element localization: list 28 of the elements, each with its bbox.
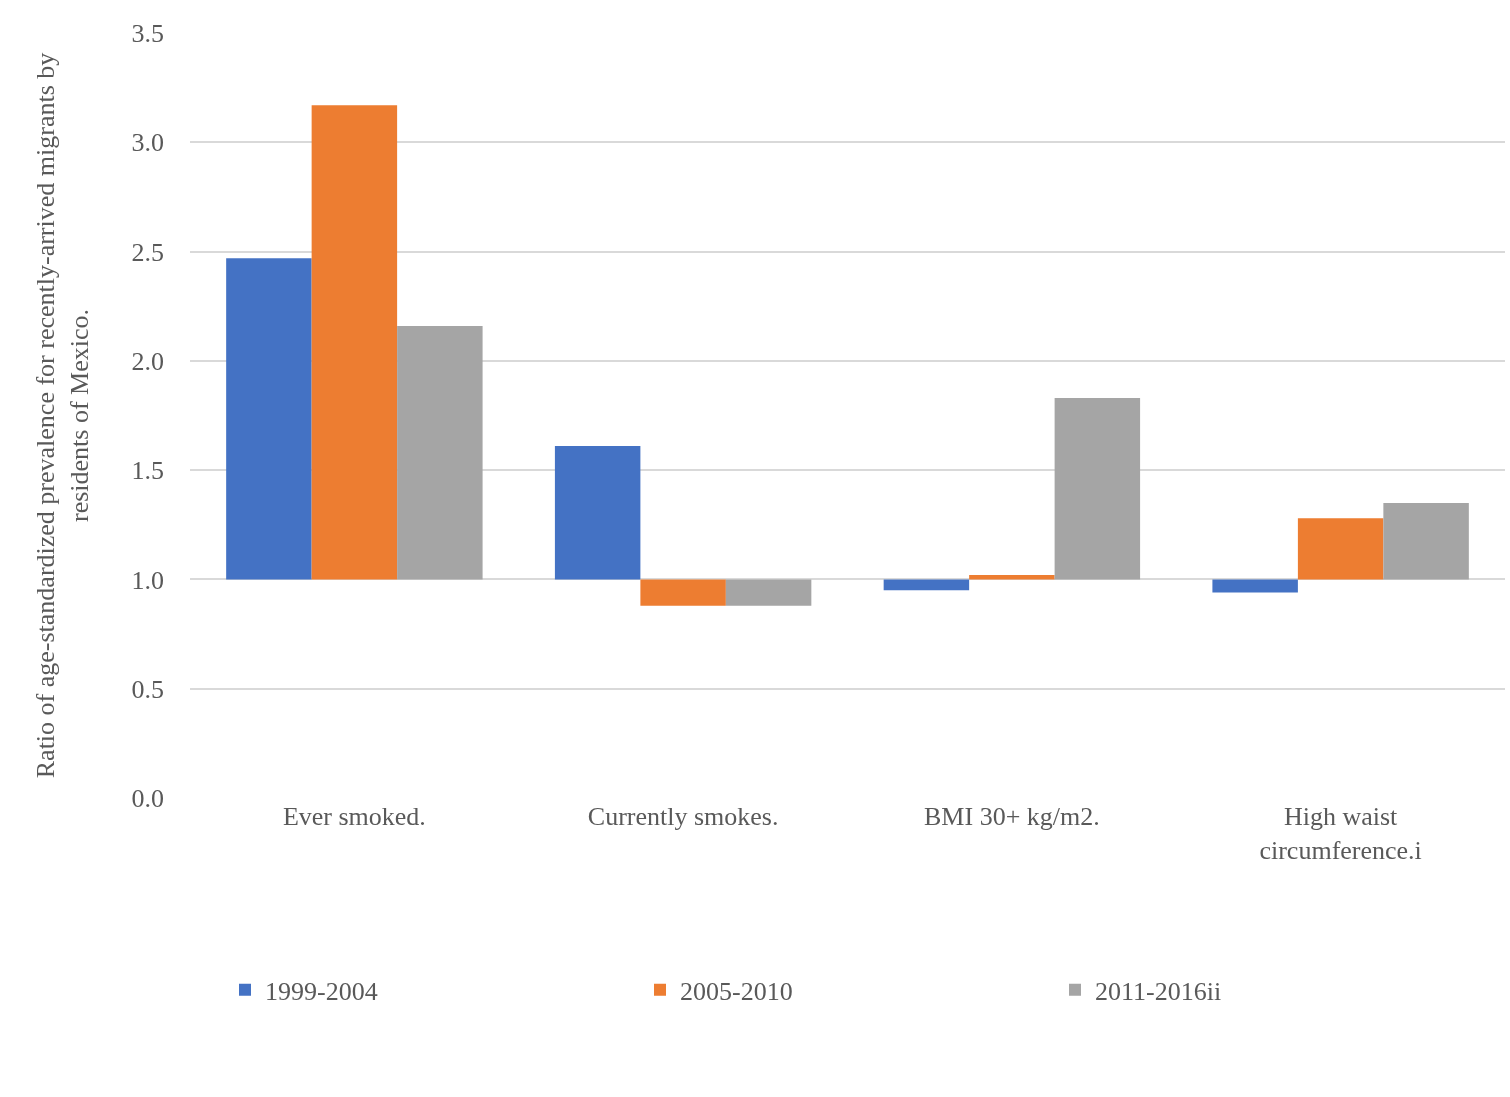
bar: [640, 579, 726, 606]
bar: [969, 575, 1055, 580]
bar: [311, 105, 398, 580]
y-tick-label: 0.0: [131, 784, 164, 814]
bar: [883, 579, 970, 591]
y-tick-label: 3.5: [131, 19, 164, 49]
x-tick-label: Ever smoked.: [282, 802, 426, 831]
bar: [1212, 579, 1298, 593]
bar: [554, 446, 641, 580]
y-tick-label: 1.0: [131, 565, 164, 595]
x-tick-label: BMI 30+ kg/m2.: [924, 802, 1100, 831]
legend-label: 1999-2004: [265, 976, 378, 1006]
y-tick-label: 3.0: [131, 128, 164, 158]
legend-label: 2011-2016ii: [1095, 976, 1222, 1006]
bar: [1054, 398, 1141, 580]
bar: [725, 579, 812, 606]
bar: [1297, 518, 1384, 580]
legend-label: 2005-2010: [680, 976, 793, 1006]
bar: [226, 258, 312, 580]
x-tick-label: Currently smokes.: [587, 802, 779, 831]
y-tick-label: 2.5: [131, 237, 164, 267]
y-tick-label: 2.0: [131, 346, 164, 376]
x-tick-label: High waist circumference.i: [1259, 802, 1422, 865]
bar: [397, 325, 483, 580]
bar: [1383, 502, 1469, 580]
y-axis-title: Ratio of age-standardized prevalence for recently-arrived migrants by residents of Mexico.: [31, 52, 94, 779]
y-tick-label: 0.5: [131, 674, 164, 704]
y-tick-label: 1.5: [131, 456, 164, 486]
